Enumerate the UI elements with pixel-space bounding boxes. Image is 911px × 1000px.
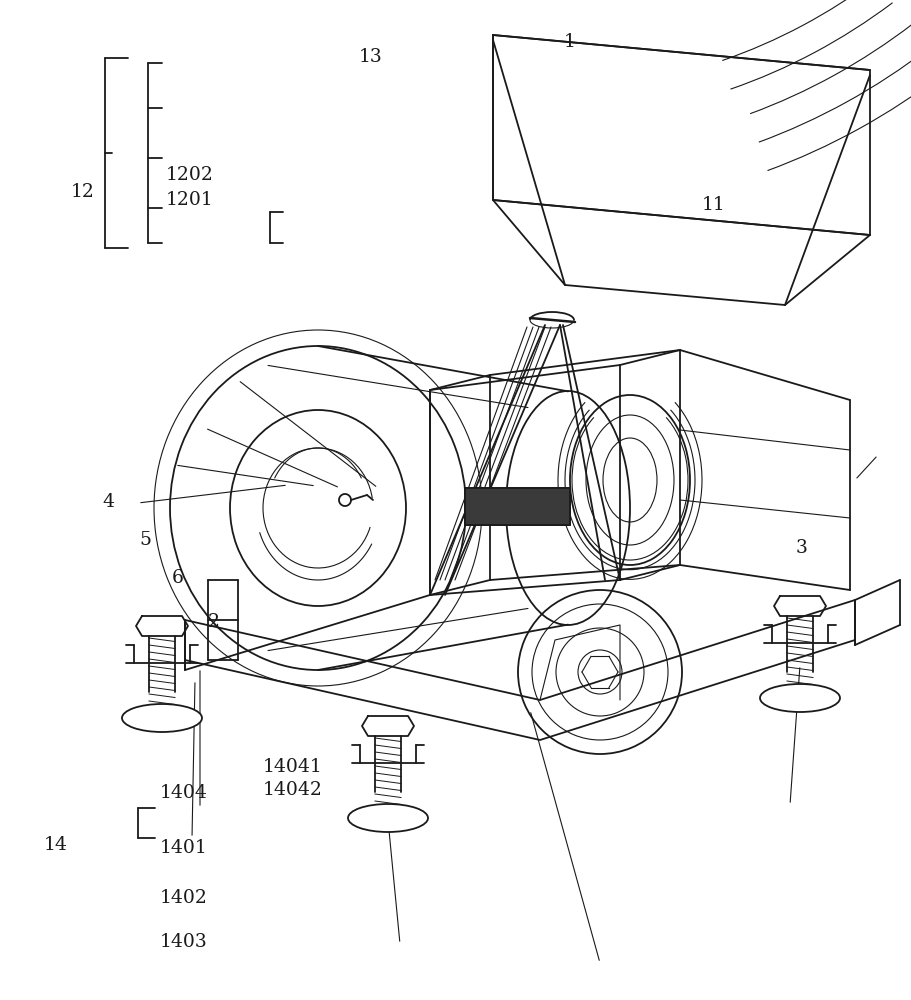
Text: 1201: 1201 (166, 191, 213, 209)
Text: 5: 5 (139, 531, 151, 549)
Text: 12: 12 (71, 183, 95, 201)
Text: 1202: 1202 (166, 166, 213, 184)
Text: 14041: 14041 (262, 758, 322, 776)
Text: 4: 4 (102, 493, 114, 511)
Text: 1401: 1401 (159, 839, 207, 857)
Ellipse shape (122, 704, 201, 732)
Ellipse shape (348, 804, 427, 832)
Text: 14042: 14042 (262, 781, 322, 799)
Text: 1: 1 (563, 33, 575, 51)
Text: 1404: 1404 (159, 784, 207, 802)
Text: 13: 13 (358, 48, 382, 66)
Ellipse shape (759, 684, 839, 712)
Text: 14: 14 (44, 836, 67, 854)
Bar (465, 488, 569, 525)
Text: 1402: 1402 (159, 889, 207, 907)
Text: 1403: 1403 (159, 933, 207, 951)
Text: 6: 6 (171, 569, 183, 587)
Text: 3: 3 (794, 539, 806, 557)
Text: 2: 2 (208, 613, 220, 631)
Text: 11: 11 (701, 196, 725, 214)
